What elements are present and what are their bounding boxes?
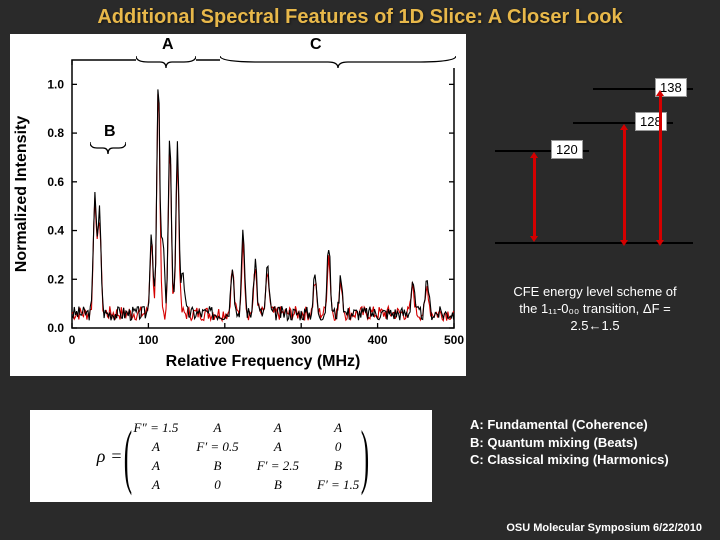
chart-svg: 0 100 200 300 400 500 0.0 0.2 0.4 0.6 0.8 1.0 Relati… [10,34,466,376]
density-matrix: ρ = ( F″ = 1.5AAAAF′ = 0.5A0ABF′ = 2.5BA… [30,410,432,502]
matrix-cells: F″ = 1.5AAAAF′ = 0.5A0ABF′ = 2.5BA0BF′ =… [133,420,359,493]
matrix-cell: F′ = 1.5 [317,477,359,493]
svg-text:Normalized Intensity: Normalized Intensity [13,116,30,273]
paren-left: ( [123,424,131,489]
footer: OSU Molecular Symposium 6/22/2010 [506,522,702,534]
svg-text:0.0: 0.0 [47,321,64,335]
matrix-cell: 0 [196,477,238,493]
matrix-cell: A [196,420,238,436]
matrix-cell: A [133,458,178,474]
level-label: 120 [551,140,583,159]
svg-text:1.0: 1.0 [47,77,64,91]
matrix-cell: A [133,439,178,455]
svg-text:0.6: 0.6 [47,175,64,189]
slide-title: Additional Spectral Features of 1D Slice… [0,6,720,29]
svg-text:0: 0 [69,333,76,347]
svg-text:0.8: 0.8 [47,126,64,140]
region-legend: A: Fundamental (Coherence)B: Quantum mix… [470,416,710,469]
matrix-cell: A [133,477,178,493]
region-label-a: A [160,36,176,54]
matrix-cell: F″ = 1.5 [133,420,178,436]
brace-a [136,54,196,68]
matrix-cell: F′ = 0.5 [196,439,238,455]
matrix-cell: B [317,458,359,474]
transition-arrow [623,130,626,240]
energy-level-scheme: 138128120 [495,88,695,248]
paren-right: ) [361,424,369,489]
svg-text:500: 500 [444,333,464,347]
matrix-cell: A [317,420,359,436]
spectrum-chart: 0 100 200 300 400 500 0.0 0.2 0.4 0.6 0.8 1.0 Relati… [10,34,466,376]
brace-c [220,54,456,68]
svg-text:200: 200 [215,333,235,347]
svg-text:0.2: 0.2 [47,272,64,286]
svg-text:300: 300 [291,333,311,347]
matrix-cell: F′ = 2.5 [257,458,299,474]
transition-arrow [659,96,662,240]
transition-arrow [533,158,536,236]
svg-text:100: 100 [138,333,158,347]
svg-text:Relative Frequency (MHz): Relative Frequency (MHz) [166,353,361,370]
brace-b [90,140,126,154]
matrix-cell: A [257,420,299,436]
svg-text:400: 400 [368,333,388,347]
rho-symbol: ρ [97,446,106,467]
matrix-cell: A [257,439,299,455]
matrix-cell: B [196,458,238,474]
svg-text:0.4: 0.4 [47,224,64,238]
region-label-c: C [308,36,324,54]
matrix-cell: 0 [317,439,359,455]
matrix-cell: B [257,477,299,493]
equals: = [111,446,121,467]
region-label-b: B [102,123,118,141]
level-caption: CFE energy level scheme ofthe 1₁₁-0₀₀ tr… [480,284,710,335]
